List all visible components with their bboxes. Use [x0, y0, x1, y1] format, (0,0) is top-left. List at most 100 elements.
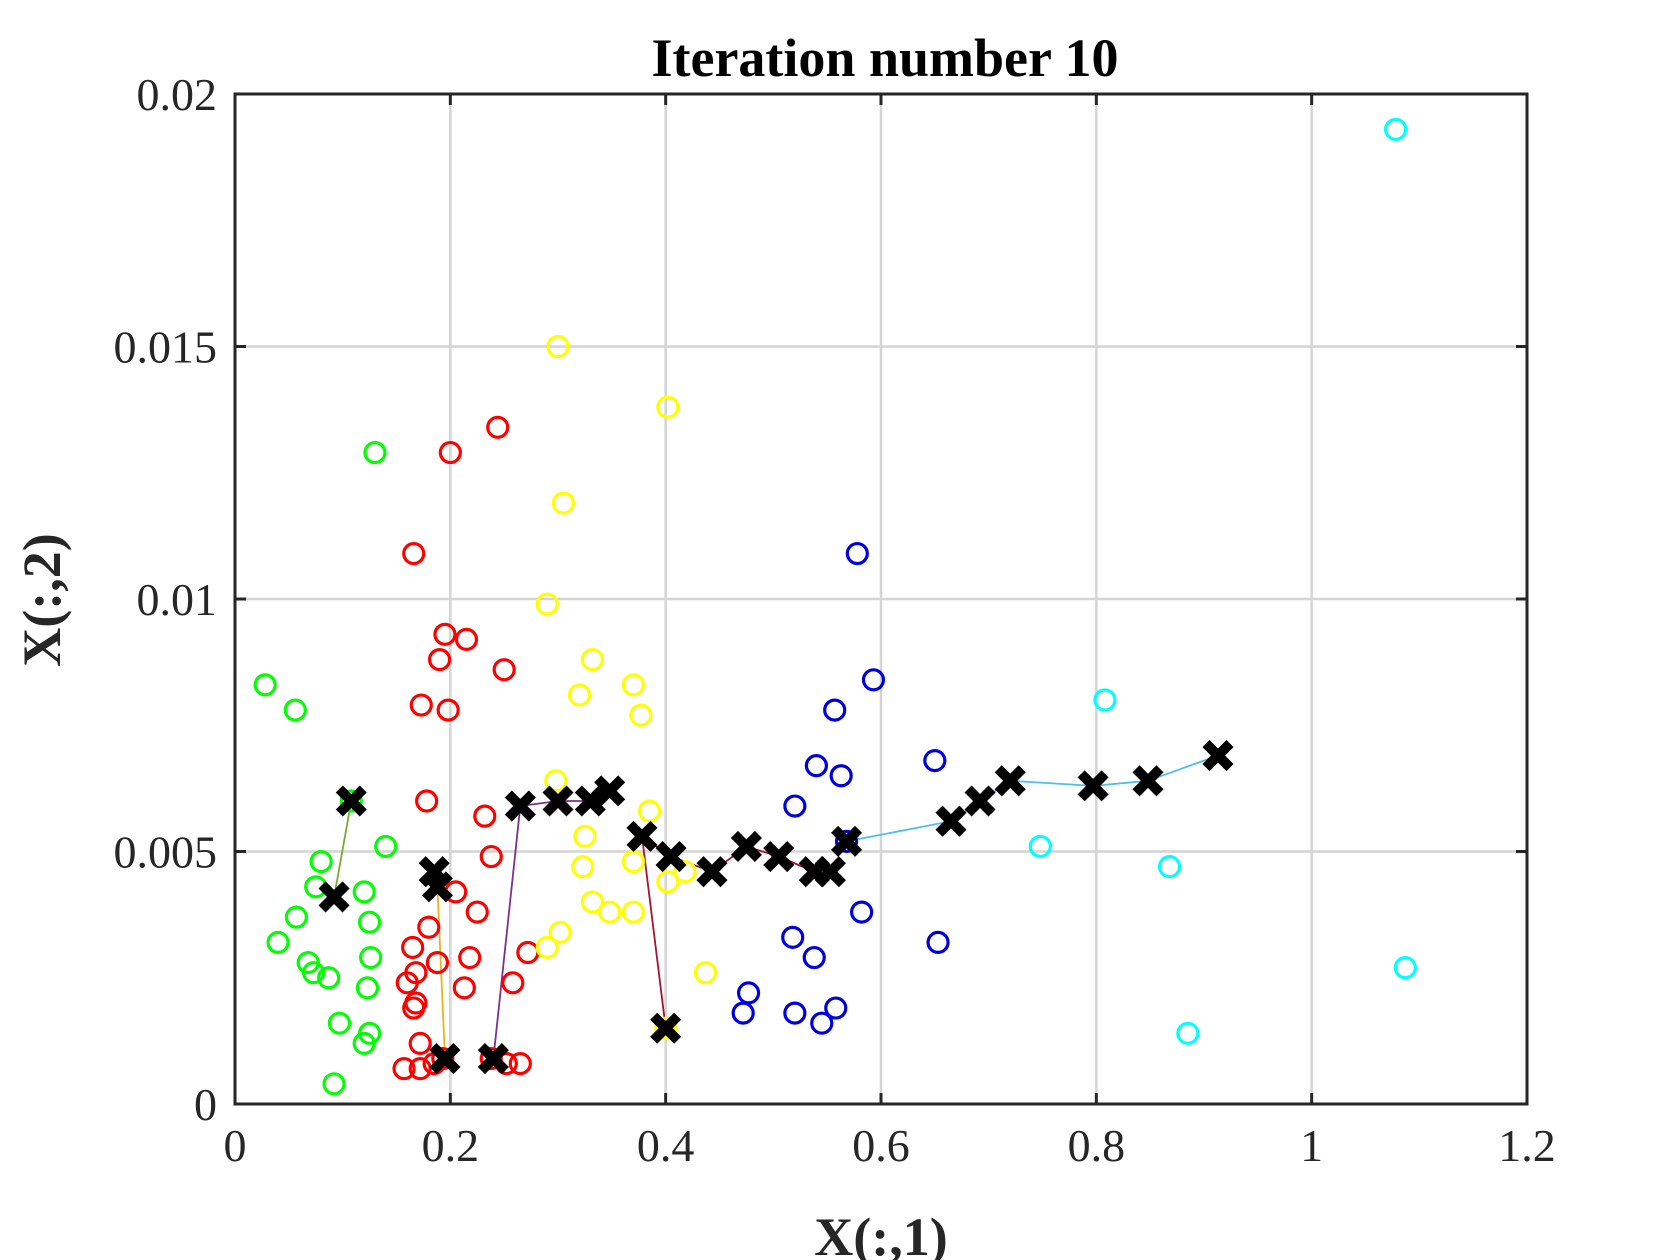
data-point: [781, 925, 805, 949]
centroid-marker: [335, 785, 367, 817]
centroid-marker: [418, 856, 450, 888]
centroid-marker: [994, 765, 1026, 797]
data-point: [546, 334, 570, 359]
data-point: [810, 1011, 834, 1035]
centroid-marker: [814, 856, 846, 888]
data-point: [571, 855, 595, 879]
data-point: [473, 804, 497, 828]
y-tick-label: 0: [194, 1079, 217, 1130]
data-point: [327, 1011, 352, 1035]
data-point: [357, 910, 382, 934]
centroid-marker: [477, 1043, 509, 1075]
centroid-marker-stroke: [763, 841, 795, 873]
data-point: [427, 647, 452, 672]
centroid-marker-stroke: [429, 1043, 461, 1075]
data-point: [301, 961, 326, 985]
data-point: [829, 764, 853, 788]
data-point: [926, 930, 950, 955]
data-point: [1176, 1021, 1200, 1045]
x-tick-label: 1.2: [1498, 1120, 1556, 1171]
data-points: [253, 117, 1417, 1096]
data-point: [535, 592, 559, 616]
data-point: [454, 627, 479, 652]
data-point: [1157, 855, 1182, 879]
centroid-marker-stroke: [935, 805, 967, 837]
data-point: [401, 935, 425, 960]
data-point: [637, 799, 662, 823]
data-point: [1384, 117, 1408, 141]
centroid-marker-stroke: [318, 881, 350, 913]
data-point: [731, 1001, 755, 1025]
data-point: [438, 440, 462, 465]
data-point: [486, 415, 510, 439]
data-point: [548, 920, 572, 944]
chart-title: Iteration number 10: [652, 28, 1119, 88]
centroid-marker: [650, 1012, 682, 1044]
centroid-trajectory-line: [333, 800, 353, 898]
centroid-marker-stroke: [994, 765, 1026, 797]
centroid-marker-stroke: [1077, 770, 1109, 802]
data-point: [458, 945, 482, 970]
data-point: [339, 789, 363, 813]
data-point: [392, 1057, 416, 1081]
data-point: [621, 849, 645, 874]
data-point: [535, 935, 559, 960]
data-point: [508, 1051, 532, 1076]
data-point: [621, 900, 645, 924]
data-point: [567, 683, 592, 707]
centroid-marker: [1077, 770, 1109, 802]
data-point: [415, 789, 439, 813]
centroid-marker: [1132, 765, 1164, 797]
data-point: [452, 976, 476, 1000]
data-point: [544, 769, 568, 793]
data-point: [783, 794, 807, 818]
centroid-marker: [935, 805, 967, 837]
data-point: [656, 870, 680, 894]
x-tick-label: 0.6: [852, 1120, 910, 1171]
centroid-marker: [574, 785, 606, 817]
data-point: [352, 1031, 376, 1056]
data-point: [433, 622, 457, 646]
data-point: [861, 668, 886, 692]
y-tick-label: 0.005: [114, 827, 218, 878]
x-tick-label: 0: [224, 1120, 247, 1171]
centroid-marker-stroke: [696, 856, 728, 888]
data-point: [359, 945, 383, 970]
x-tick-label: 0.8: [1068, 1120, 1126, 1171]
data-point: [417, 915, 441, 939]
data-point: [317, 966, 341, 990]
data-point: [492, 658, 516, 682]
x-tick-label: 1: [1300, 1120, 1323, 1171]
centroid-marker: [730, 830, 762, 862]
data-point: [479, 844, 503, 869]
centroid-marker-stroke: [477, 1043, 509, 1075]
centroid-markers: [318, 740, 1234, 1075]
data-point: [431, 1046, 455, 1071]
data-point: [501, 971, 525, 995]
centroid-marker-stroke: [542, 785, 574, 817]
centroid-marker: [594, 775, 626, 807]
centroid-marker-stroke: [730, 830, 762, 862]
centroid-marker-stroke: [335, 785, 367, 817]
data-point: [409, 693, 433, 717]
centroid-marker-stroke: [655, 841, 687, 873]
data-point: [834, 829, 859, 854]
axis-ticks: 0 0.2 0.4 0.6 0.8 1 1.2 0 0.005 0.01 0.015 0.02: [114, 69, 1556, 1171]
data-point: [736, 981, 761, 1005]
data-point: [802, 945, 826, 970]
data-point: [580, 647, 605, 672]
data-point: [1028, 834, 1052, 859]
centroid-marker: [655, 841, 687, 873]
data-point: [253, 673, 277, 697]
y-tick-label: 0.01: [137, 574, 218, 625]
grid-lines: [235, 94, 1527, 1104]
data-point: [363, 440, 387, 465]
data-point: [266, 930, 290, 955]
centroid-marker: [626, 820, 658, 852]
x-axis-label: X(:,1): [814, 1207, 947, 1260]
data-point: [823, 698, 847, 722]
centroid-marker-stroke: [1132, 765, 1164, 797]
data-point: [322, 1072, 346, 1096]
x-tick-label: 0.4: [637, 1120, 695, 1171]
data-point: [479, 1046, 503, 1071]
